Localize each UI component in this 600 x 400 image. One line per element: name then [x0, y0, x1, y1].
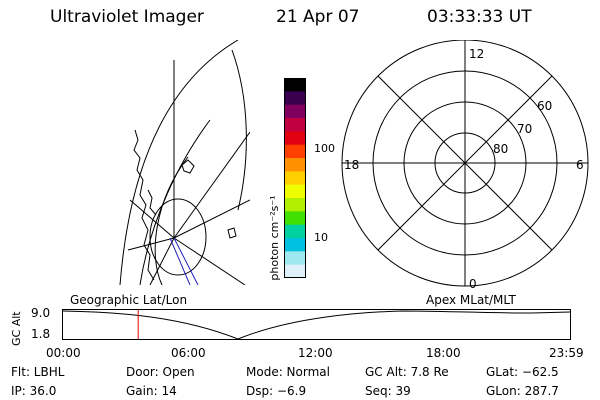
apex-map-label: Apex MLat/MLT — [426, 293, 516, 307]
date-label: 21 Apr 07 — [276, 7, 360, 27]
orbit-frame — [62, 309, 571, 340]
time-label: 03:33:33 UT — [427, 7, 532, 27]
colorbar-tick-10: 10 — [314, 231, 328, 244]
mlat-label-70: 70 — [517, 122, 532, 136]
status-ip: IP: 36.0 — [11, 384, 57, 398]
geographic-map-label: Geographic Lat/Lon — [70, 293, 188, 307]
altitude-curve — [62, 310, 571, 340]
status-gain: Gain: 14 — [126, 384, 177, 398]
orbit-xtick-0: 00:00 — [46, 346, 81, 360]
colorbar-swatch — [284, 78, 306, 92]
colorbar-swatch — [284, 251, 306, 266]
mlt-label-12: 12 — [469, 47, 484, 61]
colorbar-frame — [284, 78, 306, 278]
status-glon: GLon: 287.7 — [486, 384, 559, 398]
colorbar-swatch — [284, 158, 306, 172]
colorbar-unit-label: photon cm⁻²s⁻¹ — [268, 195, 281, 280]
instrument-title: Ultraviolet Imager — [50, 7, 204, 27]
orbit-xtick-1: 06:00 — [171, 346, 206, 360]
colorbar-swatch — [284, 104, 306, 119]
colorbar-swatch — [284, 198, 306, 212]
mlt-label-0: 0 — [469, 277, 477, 290]
colorbar-swatch — [284, 144, 306, 159]
status-seq: Seq: 39 — [365, 384, 411, 398]
mlt-label-6: 6 — [576, 158, 584, 172]
mlat-label-60: 60 — [537, 99, 552, 113]
status-dsp: Dsp: −6.9 — [246, 384, 307, 398]
orbit-ytick-bottom: 1.8 — [31, 327, 51, 341]
status-gc-alt: GC Alt: 7.8 Re — [365, 365, 449, 379]
orbit-ytick-top: 9.0 — [31, 306, 51, 320]
colorbar-swatch — [284, 171, 306, 186]
orbit-xtick-4: 23:59 — [549, 346, 584, 360]
colorbar-swatch — [284, 91, 306, 106]
status-door: Door: Open — [126, 365, 195, 379]
colorbar-swatch — [284, 264, 306, 279]
mlat-label-80: 80 — [493, 142, 508, 156]
mlt-dial: 12 18 6 0 60 70 80 — [341, 40, 589, 290]
colorbar-swatch — [284, 211, 306, 226]
colorbar-swatch — [284, 118, 306, 132]
colorbar-tick-100: 100 — [314, 142, 335, 155]
status-glat: GLat: −62.5 — [486, 365, 559, 379]
colorbar-swatch — [284, 184, 306, 199]
status-mode: Mode: Normal — [246, 365, 330, 379]
colorbar-swatch — [284, 238, 306, 252]
orbit-ylabel: GC Alt — [10, 311, 23, 346]
orbit-xtick-2: 12:00 — [298, 346, 333, 360]
status-filter: Flt: LBHL — [11, 365, 65, 379]
orbit-xtick-3: 18:00 — [426, 346, 461, 360]
orbit-plot — [62, 309, 571, 340]
colorbar-swatch — [284, 224, 306, 239]
geographic-map — [119, 40, 250, 285]
colorbar-swatch — [284, 131, 306, 146]
mlt-label-18: 18 — [344, 158, 359, 172]
intensity-colorbar: photon cm⁻²s⁻¹ — [268, 78, 306, 281]
